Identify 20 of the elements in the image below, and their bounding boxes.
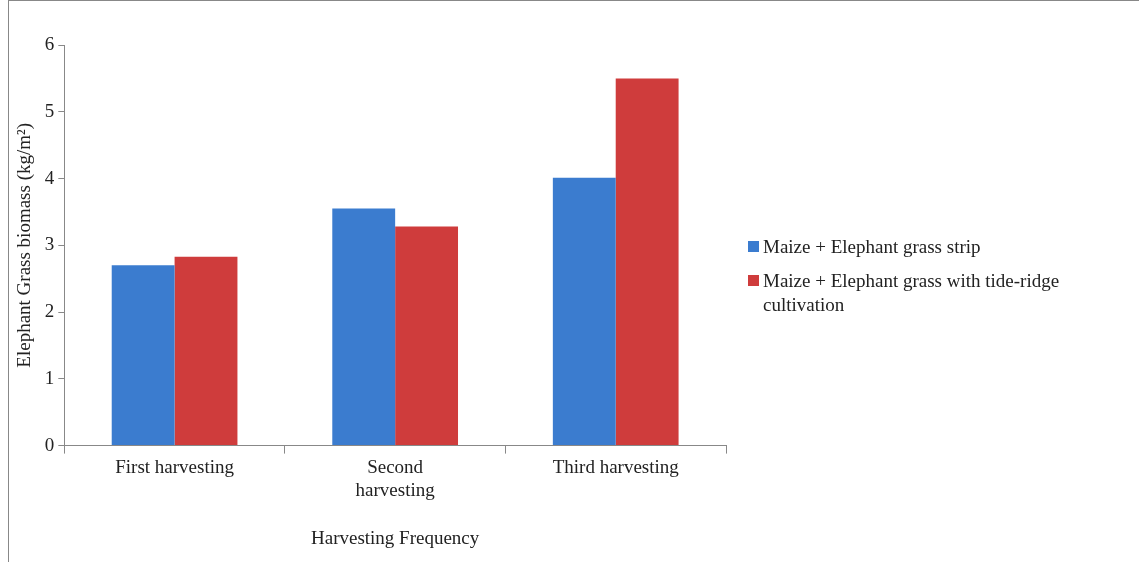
bar: [552, 177, 616, 446]
legend-label: Maize + Elephant grass with tide-ridge cultivation: [763, 269, 1061, 317]
legend-label: Maize + Elephant grass strip: [763, 235, 981, 259]
bar: [615, 78, 679, 446]
y-tick-label: 2: [44, 300, 55, 322]
x-tick-label: Second harvesting: [355, 455, 436, 500]
y-tick-label: 4: [44, 166, 55, 188]
bar: [395, 226, 459, 446]
bar: [174, 256, 238, 446]
y-tick-label: 5: [44, 99, 55, 121]
y-tick-label: 3: [44, 233, 55, 255]
bar: [332, 208, 396, 446]
y-tick-label: 6: [44, 32, 55, 54]
x-tick-label: First harvesting: [115, 455, 235, 477]
y-tick-label: 1: [44, 366, 55, 388]
x-tick-label: Third harvesting: [552, 455, 680, 477]
y-axis-title: Elephant Grass biomass (kg/m²): [13, 122, 36, 368]
x-axis-title: Harvesting Frequency: [310, 526, 480, 548]
y-tick-label: 0: [44, 433, 55, 455]
bar: [111, 265, 175, 446]
